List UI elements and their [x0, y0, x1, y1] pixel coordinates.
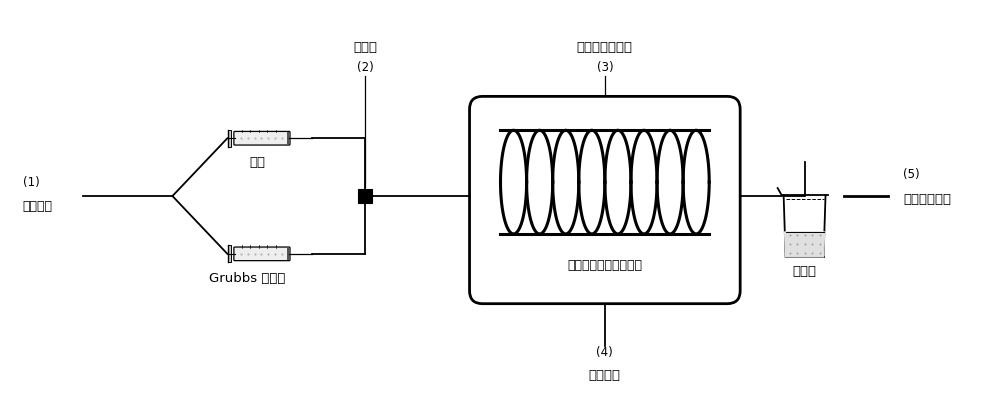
Text: 进样装置: 进样装置: [23, 200, 53, 213]
Text: (2): (2): [357, 61, 374, 74]
Bar: [358, 189, 372, 203]
Text: (5): (5): [903, 168, 920, 181]
Text: (3): (3): [597, 61, 613, 74]
FancyBboxPatch shape: [234, 247, 290, 261]
Bar: [287, 132, 289, 145]
Bar: [228, 245, 231, 262]
Text: 单体: 单体: [249, 156, 265, 169]
FancyBboxPatch shape: [470, 97, 740, 304]
Text: 物料接收装置: 物料接收装置: [903, 193, 951, 206]
Text: 金属催化开环易位聚合: 金属催化开环易位聚合: [567, 259, 642, 272]
Text: 加热装置: 加热装置: [589, 370, 621, 382]
Text: 混令器: 混令器: [353, 41, 377, 54]
Text: 内构件微反应器: 内构件微反应器: [577, 41, 633, 54]
Text: 聚合物: 聚合物: [793, 265, 817, 278]
FancyBboxPatch shape: [234, 131, 290, 145]
Text: (1): (1): [23, 176, 39, 189]
Bar: [287, 247, 289, 260]
Bar: [228, 130, 231, 147]
Polygon shape: [785, 232, 825, 257]
Text: Grubbs 催化剂: Grubbs 催化剂: [209, 272, 286, 285]
Text: (4): (4): [596, 346, 613, 359]
